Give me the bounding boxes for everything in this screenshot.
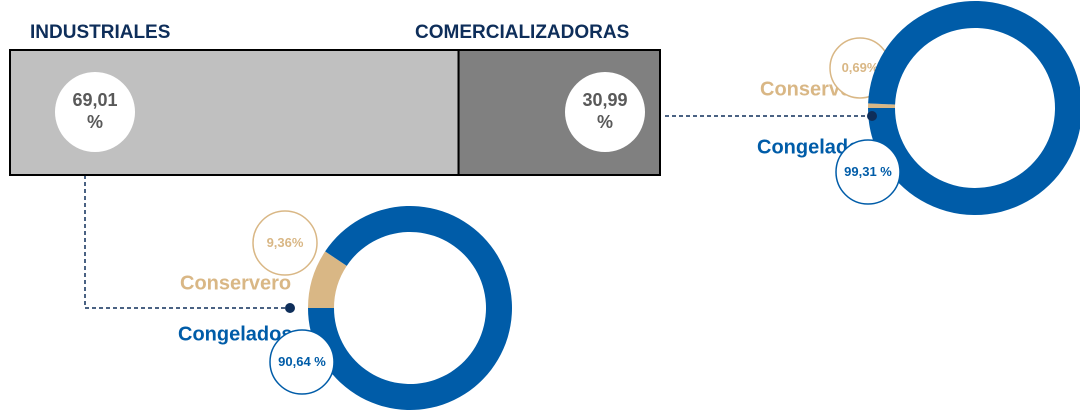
category-label: Conservero — [180, 272, 291, 294]
value-label: 99,31 % — [844, 164, 892, 180]
label-circle — [835, 139, 901, 205]
value-label: 0,69% — [841, 60, 879, 76]
label-box: 99,31 % — [844, 164, 892, 180]
value-label: 9,36% — [266, 235, 304, 251]
label-box: 30,99 % — [582, 90, 628, 132]
category-label: Congelados — [178, 323, 292, 345]
donut-segment — [308, 205, 512, 410]
value-label: 69,01 % — [72, 90, 118, 132]
donut-segment — [868, 103, 896, 108]
segment-title: INDUSTRIALES — [30, 22, 170, 43]
segment-title: COMERCIALIZADORAS — [415, 22, 629, 43]
value-label: 30,99 % — [582, 90, 628, 132]
value-label: 90,64 % — [278, 354, 326, 370]
label-box: 90,64 % — [278, 354, 326, 370]
connector-dot — [867, 111, 877, 121]
donut-segment — [868, 1, 1080, 215]
label-circle — [252, 210, 318, 276]
label-box: 69,01 % — [72, 90, 118, 132]
donut-segment — [308, 251, 347, 308]
label-box: 0,69% — [841, 60, 879, 76]
label-circle — [55, 72, 135, 152]
label-circle — [565, 72, 645, 152]
label-circle — [269, 329, 335, 395]
connector-dot — [285, 303, 295, 313]
label-box: 9,36% — [266, 235, 304, 251]
